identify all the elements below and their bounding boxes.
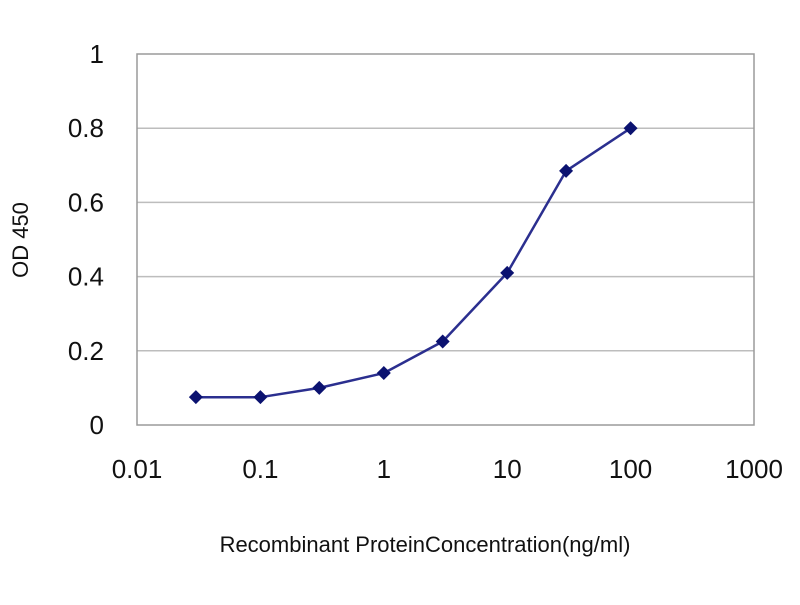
- grid-layer: [137, 127, 754, 352]
- data-point-marker: [312, 380, 327, 395]
- data-point-marker: [188, 390, 203, 405]
- x-tick-label: 0.01: [112, 454, 163, 484]
- x-axis-title: Recombinant ProteinConcentration(ng/ml): [220, 532, 631, 557]
- y-axis-title: OD 450: [8, 202, 33, 278]
- data-point-marker: [500, 265, 515, 280]
- series-layer: [188, 121, 638, 405]
- y-axis-ticks: 0 0.2 0.4 0.6 0.8 1: [68, 39, 104, 440]
- x-tick-label: 1: [377, 454, 391, 484]
- data-point-marker: [559, 163, 574, 178]
- y-tick-label: 1: [90, 39, 104, 69]
- data-point-marker: [376, 366, 391, 381]
- x-tick-label: 1000: [725, 454, 783, 484]
- series-line: [195, 127, 632, 399]
- x-tick-label: 100: [609, 454, 652, 484]
- plot-frame: [136, 53, 755, 426]
- y-tick-label: 0.2: [68, 336, 104, 366]
- y-tick-label: 0: [90, 410, 104, 440]
- y-tick-label: 0.6: [68, 187, 104, 217]
- y-tick-label: 0.8: [68, 113, 104, 143]
- data-point-marker: [623, 121, 638, 136]
- x-tick-label: 0.1: [242, 454, 278, 484]
- x-axis-ticks: 0.01 0.1 1 10 100 1000: [112, 454, 783, 484]
- x-tick-label: 10: [493, 454, 522, 484]
- data-point-marker: [435, 334, 450, 349]
- y-tick-label: 0.4: [68, 262, 104, 292]
- data-point-marker: [253, 390, 268, 405]
